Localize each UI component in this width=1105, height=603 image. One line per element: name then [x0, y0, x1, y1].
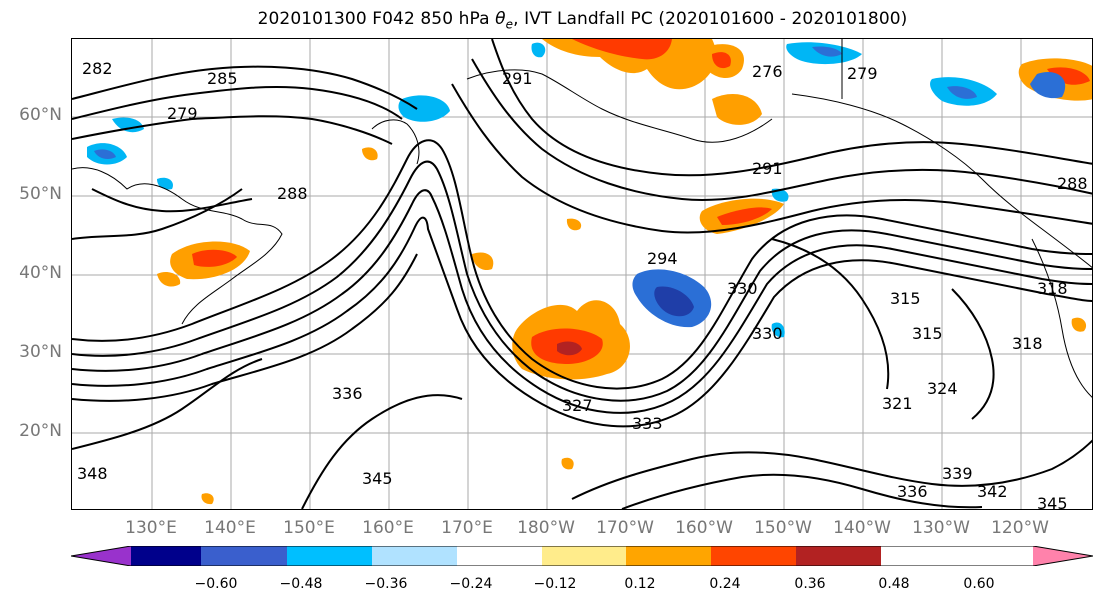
contour-label: 345 — [362, 469, 393, 488]
contour-label: 345 — [1037, 494, 1068, 510]
lon-label: 150°W — [754, 518, 812, 538]
graticule — [72, 39, 1092, 509]
colorbar-tick: 0.24 — [709, 576, 741, 592]
colorbar-segment — [372, 546, 457, 566]
colorbar-tick: −0.12 — [533, 576, 577, 592]
lon-label: 150°E — [283, 518, 335, 538]
contour-label: 339 — [942, 464, 973, 483]
contour-label: 342 — [977, 482, 1008, 501]
lon-label: 160°W — [675, 518, 733, 538]
contour-label: 321 — [882, 394, 913, 413]
lat-label-40n: 40°N — [19, 263, 62, 283]
contour-label: 333 — [632, 414, 663, 433]
contour-label: 330 — [752, 324, 783, 343]
colorbar-segment — [626, 546, 711, 566]
contour-label: 348 — [77, 464, 108, 483]
colorbar-tick: −0.24 — [449, 576, 493, 592]
contour-label: 315 — [890, 289, 921, 308]
contour-label: 318 — [1037, 279, 1068, 298]
lon-label: 130°W — [912, 518, 970, 538]
contour-label: 291 — [752, 159, 783, 178]
colorbar-tick: 0.36 — [794, 576, 826, 592]
lat-label-30n: 30°N — [19, 342, 62, 362]
map-title: 2020101300 F042 850 hPa θe, IVT Landfall… — [257, 9, 908, 32]
shaded-anomalies — [87, 39, 1092, 505]
colorbar-segment — [796, 546, 881, 566]
contour-label: 276 — [752, 62, 783, 81]
lat-label-20n: 20°N — [19, 421, 62, 441]
colorbar-segment — [457, 546, 542, 566]
contour-labels: 282 285 279 291 276 279 288 288 291 294 … — [77, 59, 1088, 510]
contour-label: 285 — [207, 69, 238, 88]
colorbar-tick: −0.60 — [194, 576, 238, 592]
colorbar — [71, 546, 1093, 566]
contour-label: 291 — [502, 69, 533, 88]
colorbar-tick: 0.60 — [963, 576, 995, 592]
colorbar-tick: −0.36 — [364, 576, 408, 592]
colorbar-segments — [71, 546, 1093, 566]
colorbar-tick: −0.48 — [279, 576, 323, 592]
contour-label: 336 — [897, 482, 928, 501]
lon-label: 170°E — [441, 518, 493, 538]
colorbar-tick: 0.48 — [878, 576, 910, 592]
contour-label: 282 — [82, 59, 113, 78]
contour-label: 279 — [847, 64, 878, 83]
map-panel: 282 285 279 291 276 279 288 288 291 294 … — [71, 38, 1093, 510]
map-canvas: 282 285 279 291 276 279 288 288 291 294 … — [72, 39, 1092, 510]
theta-e-contours — [72, 39, 1092, 509]
contour-label: 288 — [277, 184, 308, 203]
colorbar-tick: 0.12 — [624, 576, 656, 592]
colorbar-segment — [542, 546, 626, 566]
contour-label: 315 — [912, 324, 943, 343]
contour-label: 330 — [727, 279, 758, 298]
colorbar-segment — [201, 546, 287, 566]
contour-label: 288 — [1057, 174, 1088, 193]
colorbar-segment — [711, 546, 796, 566]
lon-label: 180°W — [517, 518, 575, 538]
contour-label: 294 — [647, 249, 678, 268]
colorbar-segment — [131, 546, 201, 566]
contour-label: 324 — [927, 379, 958, 398]
lon-label: 170°W — [596, 518, 654, 538]
contour-label: 336 — [332, 384, 363, 403]
lon-label: 160°E — [362, 518, 414, 538]
colorbar-segment — [287, 546, 372, 566]
lon-label: 120°W — [991, 518, 1049, 538]
lat-label-50n: 50°N — [19, 184, 62, 204]
lon-label: 130°E — [125, 518, 177, 538]
contour-label: 318 — [1012, 334, 1043, 353]
lon-label: 140°E — [204, 518, 256, 538]
contour-label: 327 — [562, 396, 593, 415]
colorbar-extend-max — [1033, 546, 1093, 566]
contour-label: 279 — [167, 104, 198, 123]
lon-label: 140°W — [833, 518, 891, 538]
lat-label-60n: 60°N — [19, 105, 62, 125]
colorbar-extend-min — [71, 546, 131, 566]
